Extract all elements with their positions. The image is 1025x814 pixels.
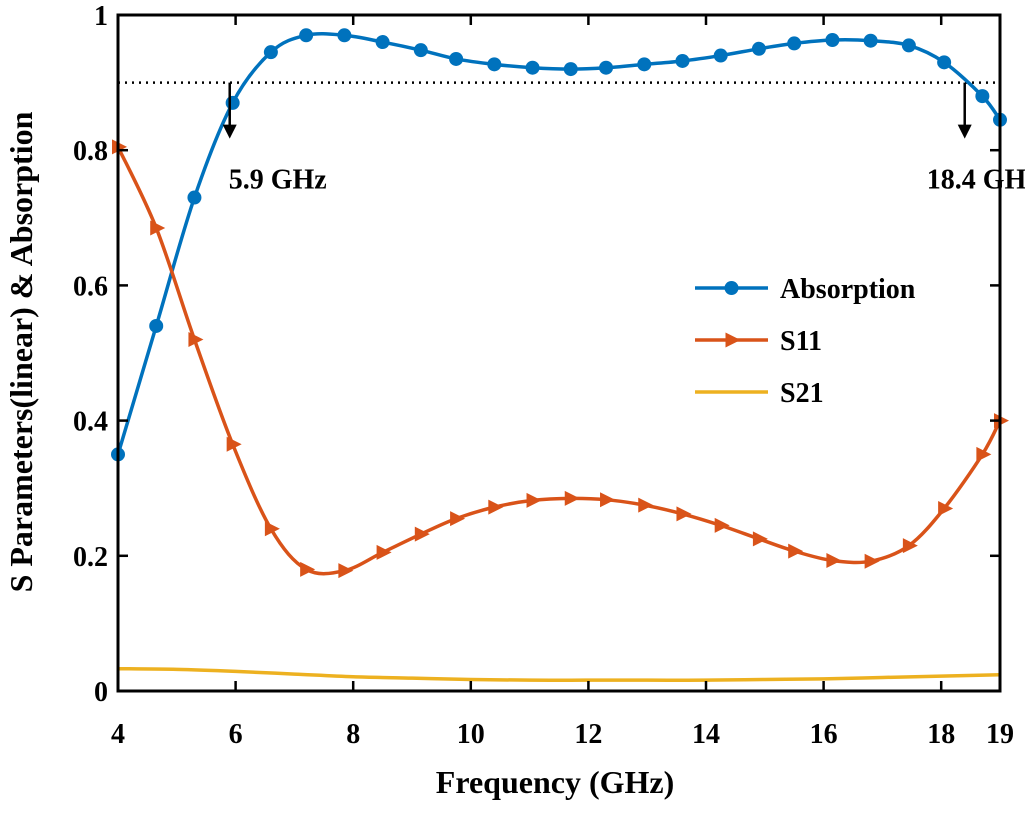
data-point-s11 [300, 561, 316, 577]
data-point-s11 [676, 506, 692, 522]
data-point-s11 [938, 500, 954, 516]
data-point-s11 [264, 521, 280, 537]
data-point-s11 [188, 331, 204, 347]
data-point-s11 [414, 526, 430, 542]
data-point-s11 [376, 544, 392, 560]
annotation-label: 18.4 GHz [927, 165, 1025, 196]
y-tick-label: 0.6 [73, 271, 108, 302]
annotations: 5.9 GHz 18.4 GHz [222, 82, 1025, 196]
data-point-absorption [299, 28, 314, 43]
data-point-s11 [976, 446, 992, 462]
data-point-absorption [787, 36, 802, 51]
x-tick-label: 18 [927, 719, 955, 750]
series-line-s11 [116, 146, 1002, 576]
axes: 4 6 8 10 12 14 16 18 19 0 0.2 0.4 0.6 0.8 1 [73, 1, 1014, 750]
legend-label-absorption: Absorption [780, 274, 916, 305]
legend: Absorption S11 S21 [695, 274, 916, 409]
x-tick-label: 8 [346, 719, 360, 750]
x-tick-label: 6 [229, 719, 243, 750]
plot-area [111, 28, 1009, 682]
annotation-arrow-head [957, 124, 972, 139]
data-point-absorption [937, 55, 952, 70]
x-tick-label: 4 [111, 719, 125, 750]
y-tick-label: 0.8 [73, 136, 108, 167]
data-point-absorption [751, 41, 766, 56]
data-point-absorption [825, 33, 840, 48]
data-point-s11 [714, 517, 730, 533]
data-point-absorption [863, 33, 878, 48]
data-point-s11 [826, 553, 842, 569]
data-point-absorption [675, 53, 690, 68]
data-point-absorption [563, 62, 578, 77]
x-tick-label: 10 [457, 719, 485, 750]
data-point-s11 [564, 490, 580, 506]
data-point-absorption [449, 51, 464, 66]
x-tick-label: 16 [810, 719, 838, 750]
data-point-absorption [487, 57, 502, 72]
data-point-absorption [413, 43, 428, 58]
data-point-s11 [488, 499, 504, 515]
y-tick-label: 0.4 [73, 407, 108, 438]
y-axis-title: S Parameters(linear) & Absorption [3, 111, 39, 592]
x-tick-label: 14 [692, 719, 720, 750]
data-point-s11 [600, 492, 616, 508]
series-line-absorption [116, 31, 1002, 455]
data-point-s11 [638, 497, 654, 513]
legend-marker-absorption [724, 281, 739, 295]
x-axis-title: Frequency (GHz) [436, 764, 674, 800]
data-point-absorption [263, 45, 278, 60]
y-tick-label: 0 [94, 677, 108, 708]
y-tick-label: 0.2 [73, 542, 108, 573]
axes-frame [116, 13, 1002, 693]
data-point-absorption [599, 60, 614, 75]
y-tick-label: 1 [94, 1, 108, 32]
data-point-s11 [864, 553, 880, 569]
data-point-s11 [450, 511, 466, 527]
legend-marker-s11 [725, 332, 741, 348]
data-point-s11 [338, 563, 354, 579]
data-point-absorption [525, 60, 540, 75]
data-point-s11 [150, 220, 166, 236]
data-point-absorption [637, 57, 652, 72]
data-point-absorption [149, 318, 164, 333]
data-point-absorption [375, 35, 390, 50]
data-point-absorption [225, 95, 240, 110]
legend-label-s21: S21 [780, 378, 824, 409]
data-point-s11 [526, 492, 542, 508]
x-tick-label: 12 [574, 719, 602, 750]
x-tick-label: 19 [986, 719, 1014, 750]
data-point-s11 [788, 543, 804, 559]
data-point-absorption [187, 190, 202, 205]
annotation-label: 5.9 GHz [229, 165, 327, 196]
data-point-absorption [975, 89, 990, 104]
annotation-arrow-head [222, 124, 237, 139]
data-point-absorption [713, 48, 728, 63]
series-line-s21 [117, 666, 1001, 682]
legend-label-s11: S11 [780, 326, 822, 357]
data-point-s11 [226, 436, 242, 452]
data-point-absorption [901, 38, 916, 53]
data-point-absorption [337, 28, 352, 43]
data-point-s11 [902, 538, 918, 554]
data-point-s11 [752, 531, 768, 547]
